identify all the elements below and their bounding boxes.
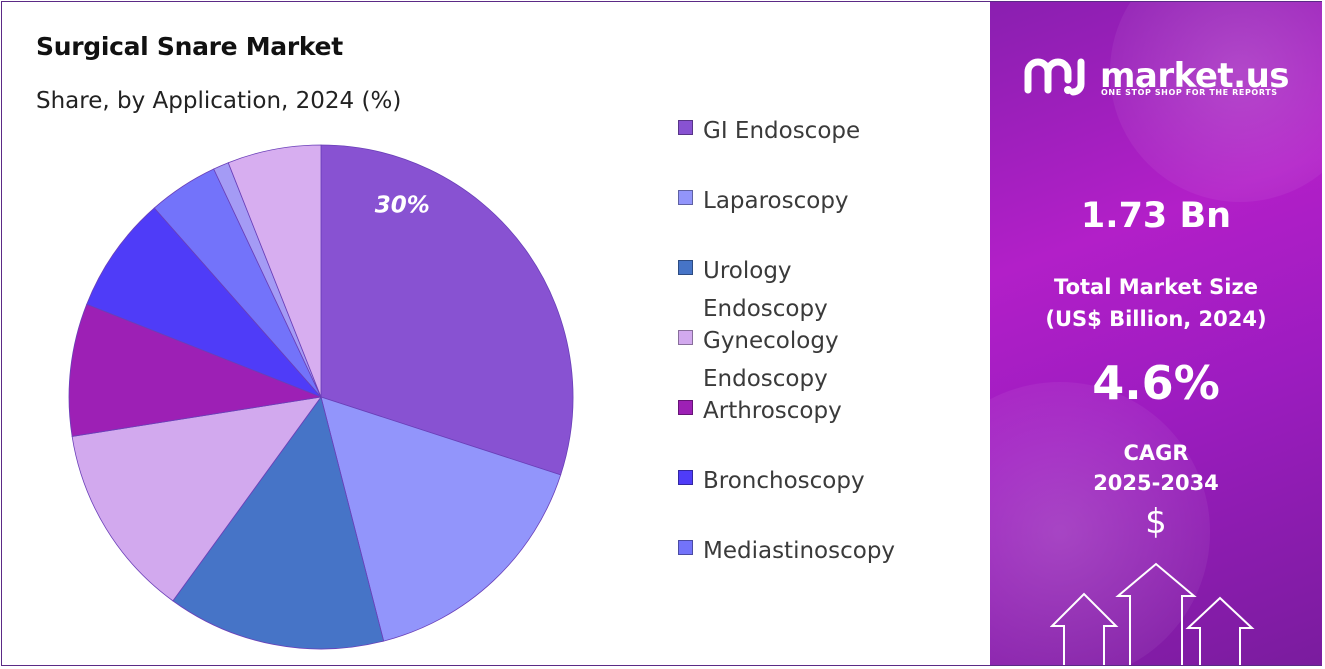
- chart-panel: Surgical Snare Market Share, by Applicat…: [2, 2, 988, 665]
- pie-slice-arthroscopy: [68, 303, 323, 437]
- legend-swatch: [678, 330, 693, 345]
- brand: market.us: [1024, 54, 1290, 98]
- summary-panel: market.us ONE STOP SHOP FOR THE REPORTS …: [990, 2, 1322, 665]
- legend-item-mediastinoscopy: Mediastinoscopy: [678, 532, 953, 570]
- pie-slice-unlabeled-8: [227, 144, 322, 398]
- pie-slice-gi-endoscope: [320, 144, 574, 476]
- cagr-label: CAGR: [1123, 441, 1189, 465]
- legend-label: Bronchoscopy: [703, 468, 865, 494]
- legend-label: Mediastinoscopy: [703, 538, 896, 564]
- legend-item-bronchoscopy: Bronchoscopy: [678, 462, 953, 500]
- legend-swatch: [678, 400, 693, 415]
- legend-item-arthroscopy: Arthroscopy: [678, 392, 953, 430]
- legend-item-urology-endoscopy: Urology Endoscopy: [678, 252, 903, 328]
- pie-slice-urology-endoscopy: [172, 396, 385, 650]
- brand-name: market.us: [1100, 56, 1290, 96]
- legend-label: GI Endoscope: [703, 118, 861, 144]
- pie-chart: 30%: [68, 144, 574, 650]
- chart-subtitle: Share, by Application, 2024 (%): [36, 88, 402, 114]
- brand-tagline: ONE STOP SHOP FOR THE REPORTS: [1101, 88, 1278, 97]
- legend-item-gynecology-endoscopy: Gynecology Endoscopy: [678, 322, 903, 398]
- pie-slice-gynecology-endoscopy: [71, 396, 322, 602]
- market-size-value: 1.73 Bn: [1080, 196, 1232, 236]
- legend-label: Urology Endoscopy: [703, 258, 828, 322]
- up-arrows-icon: [1050, 562, 1255, 665]
- legend-swatch: [678, 470, 693, 485]
- legend-swatch: [678, 260, 693, 275]
- legend-item-gi-endoscope: GI Endoscope: [678, 112, 953, 150]
- pie-slice-laparoscopy: [320, 396, 562, 642]
- cagr-value: 4.6%: [1092, 356, 1220, 410]
- legend-label: Laparoscopy: [703, 188, 849, 214]
- background-glow: [1110, 2, 1322, 202]
- market-size-label: Total Market Size: [1054, 275, 1258, 299]
- dollar-icon: $: [1145, 502, 1167, 542]
- legend-swatch: [678, 190, 693, 205]
- legend-swatch: [678, 120, 693, 135]
- chart-title: Surgical Snare Market: [36, 32, 343, 61]
- cagr-period: 2025-2034: [1093, 471, 1219, 495]
- pie-slice-bronchoscopy: [86, 207, 322, 398]
- legend-item-laparoscopy: Laparoscopy: [678, 182, 953, 220]
- legend-label: Gynecology Endoscopy: [703, 328, 839, 392]
- market-us-logo-icon: [1024, 58, 1085, 96]
- pie-data-label: 30%: [375, 192, 430, 218]
- legend-label: Arthroscopy: [703, 398, 842, 424]
- legend-swatch: [678, 540, 693, 555]
- market-size-sublabel: (US$ Billion, 2024): [1045, 307, 1267, 331]
